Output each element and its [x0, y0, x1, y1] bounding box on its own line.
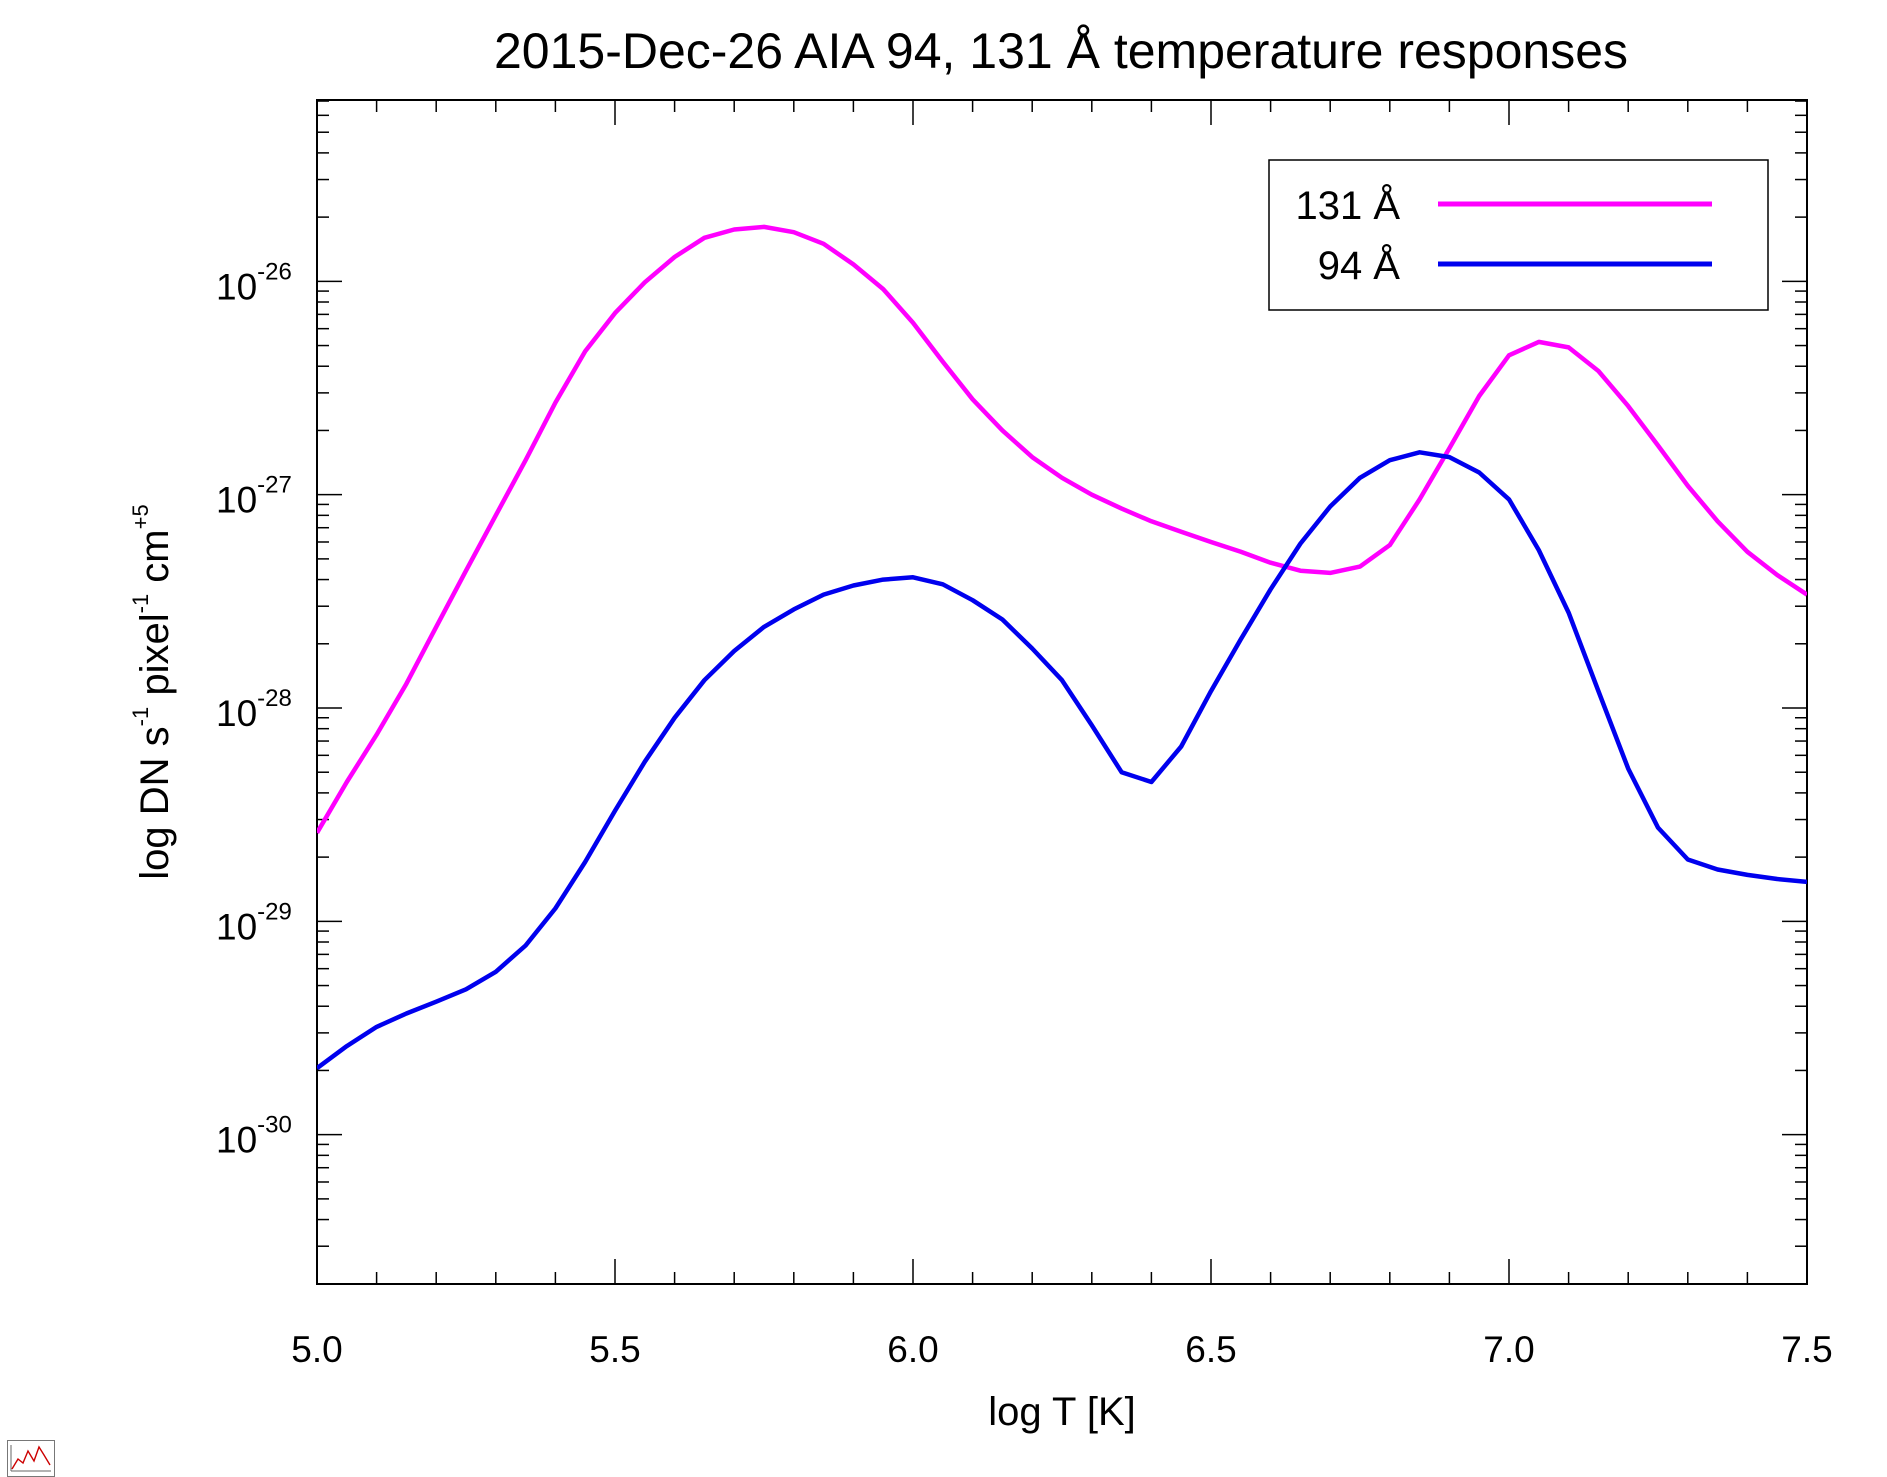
legend-label-131: 131 Å: [1295, 183, 1400, 228]
legend-label-94: 94 Å: [1318, 243, 1401, 288]
x-tick-label: 5.5: [589, 1329, 640, 1370]
y-tick-labels: 10-26 10-27 10-28 10-29 10-30: [216, 258, 292, 1160]
series-line-131: [317, 224, 1807, 834]
y-tick-label: 10-27: [216, 472, 292, 521]
series-line-94: [317, 450, 1807, 1071]
plot-thumbnail-icon: [7, 1440, 55, 1477]
x-tick-label: 7.0: [1483, 1329, 1534, 1370]
x-axis-label: log T [K]: [988, 1390, 1136, 1434]
y-tick-label: 10-30: [216, 1112, 292, 1161]
series-lines: [317, 224, 1807, 1071]
x-tick-label: 6.5: [1185, 1329, 1236, 1370]
y-tick-label: 10-28: [216, 685, 292, 734]
x-tick-label: 6.0: [887, 1329, 938, 1370]
tick-marks: [316, 100, 1808, 1285]
y-tick-label: 10-26: [216, 258, 292, 307]
y-axis-label: log DN s-1 pixel-1 cm+5: [128, 504, 177, 879]
chart-title: 2015-Dec-26 AIA 94, 131 Å temperature re…: [494, 23, 1628, 79]
plot-frame: [316, 99, 1808, 1285]
x-tick-label: 7.5: [1781, 1329, 1832, 1370]
x-tick-labels: 5.0 5.5 6.0 6.5 7.0 7.5: [291, 1329, 1832, 1370]
y-tick-label: 10-29: [216, 898, 292, 947]
legend: 131 Å 94 Å: [1268, 159, 1769, 311]
x-tick-label: 5.0: [291, 1329, 342, 1370]
legend-box: [1268, 159, 1769, 311]
